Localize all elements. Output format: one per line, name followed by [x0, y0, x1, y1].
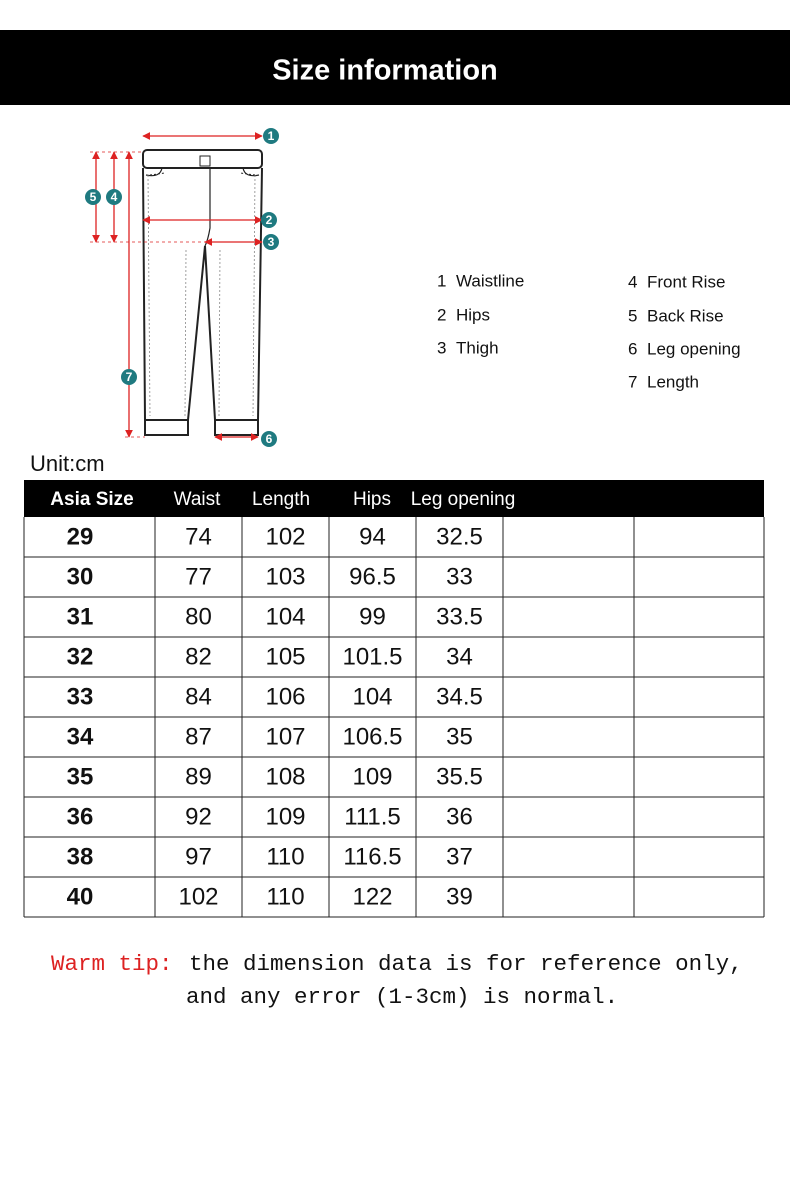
- table-cell: 97: [185, 843, 212, 870]
- tip-line: the dimension data is for reference only…: [189, 951, 743, 977]
- table-cell: 39: [446, 883, 473, 910]
- unit-label: Unit:cm: [30, 451, 105, 476]
- table-cell: 34.5: [436, 683, 483, 710]
- legend-number: 7: [628, 372, 637, 391]
- table-cell: 33.5: [436, 603, 483, 630]
- table-cell: 89: [185, 763, 212, 790]
- table-cell: 106: [265, 683, 305, 710]
- legend-label: Front Rise: [647, 272, 725, 291]
- legend-label: Thigh: [456, 338, 499, 357]
- marker-circle: [106, 189, 122, 205]
- table-cell: 94: [359, 523, 386, 550]
- table-cell: 104: [265, 603, 305, 630]
- pants-drawing: [142, 149, 263, 436]
- table-cell: 99: [359, 603, 386, 630]
- legend-label: Back Rise: [647, 306, 724, 325]
- marker-number: 4: [111, 190, 118, 204]
- legend-number: 3: [437, 338, 446, 357]
- column-header: Waist: [174, 489, 222, 510]
- table-cell: 102: [178, 883, 218, 910]
- marker-number: 1: [268, 129, 275, 143]
- table-cell: 104: [352, 683, 392, 710]
- marker-circle: [121, 369, 137, 385]
- marker-number: 2: [266, 213, 273, 227]
- table-cell: 106.5: [342, 723, 402, 750]
- column-header: Leg opening: [411, 489, 516, 510]
- size-table: Asia Size Waist Length Hips Leg opening 29 74 1…: [23, 480, 765, 918]
- table-cell: 38: [67, 843, 94, 870]
- legend-label: Hips: [456, 305, 490, 324]
- table-cell: 77: [185, 563, 212, 590]
- table-cell: 35: [67, 763, 94, 790]
- marker-circle: [261, 431, 277, 447]
- table-cell: 107: [265, 723, 305, 750]
- table-cell: 103: [265, 563, 305, 590]
- page-title: Size information: [272, 55, 498, 87]
- marker-number: 3: [268, 235, 275, 249]
- tip-label: Warm tip:: [51, 951, 173, 977]
- table-cell: 84: [185, 683, 212, 710]
- table-cell: 111.5: [344, 803, 401, 830]
- marker-number: 5: [90, 190, 97, 204]
- table-cell: 40: [67, 883, 94, 910]
- diagram-markers: 1 2 3 45 6 7: [85, 128, 279, 447]
- legend-number: 2: [437, 305, 446, 324]
- table-cell: 35: [446, 723, 473, 750]
- table-cell: 87: [185, 723, 212, 750]
- table-cell: 74: [185, 523, 212, 550]
- marker-circle: [261, 212, 277, 228]
- table-cell: 102: [265, 523, 305, 550]
- table-cell: 34: [67, 723, 94, 750]
- table-cell: 116.5: [343, 843, 401, 870]
- table-cell: 30: [67, 563, 94, 590]
- marker-circle: [85, 189, 101, 205]
- table-cell: 101.5: [342, 643, 402, 670]
- table-cell: 34: [446, 643, 473, 670]
- marker-number: 7: [126, 370, 133, 384]
- tip-line: and any error (1-3cm) is normal.: [186, 984, 618, 1010]
- legend-number: 6: [628, 339, 637, 358]
- table-cell: 109: [352, 763, 392, 790]
- table-cell: 33: [446, 563, 473, 590]
- marker-number: 6: [266, 432, 273, 446]
- legend-label: Length: [647, 372, 699, 391]
- legend-number: 1: [437, 271, 446, 290]
- table-cell: 92: [185, 803, 212, 830]
- table-cell: 29: [67, 523, 94, 550]
- marker-circle: [263, 128, 279, 144]
- marker-circle: [263, 234, 279, 250]
- legend-label: Leg opening: [647, 339, 741, 358]
- table-header-bg: [24, 480, 764, 517]
- table-cell: 110: [266, 843, 304, 870]
- legend-number: 4: [628, 272, 637, 291]
- column-header: Hips: [353, 489, 391, 510]
- legend-number: 5: [628, 306, 637, 325]
- legend-label: Waistline: [456, 271, 524, 290]
- table-cell: 105: [265, 643, 305, 670]
- table-cell: 108: [265, 763, 305, 790]
- table-cell: 80: [185, 603, 212, 630]
- table-cell: 31: [67, 603, 94, 630]
- legend: 1 Waistline 2 Hips 3 Thigh 4 Front Rise 5 Back Ri…: [437, 271, 741, 391]
- table-cell: 109: [265, 803, 305, 830]
- table-cell: 35.5: [436, 763, 483, 790]
- table-cell: 37: [446, 843, 473, 870]
- table-cell: 110: [266, 883, 304, 910]
- table-cell: 32.5: [436, 523, 483, 550]
- column-header: Asia Size: [50, 489, 133, 510]
- column-header: Length: [252, 489, 310, 510]
- table-cell: 82: [185, 643, 212, 670]
- tip: Warm tip: the dimension data is for refe…: [51, 951, 743, 1010]
- table-cell: 96.5: [349, 563, 396, 590]
- table-cell: 32: [67, 643, 94, 670]
- header-band: [0, 30, 790, 105]
- table-cell: 36: [446, 803, 473, 830]
- table-cell: 122: [352, 883, 392, 910]
- table-cell: 36: [67, 803, 94, 830]
- table-cell: 33: [67, 683, 94, 710]
